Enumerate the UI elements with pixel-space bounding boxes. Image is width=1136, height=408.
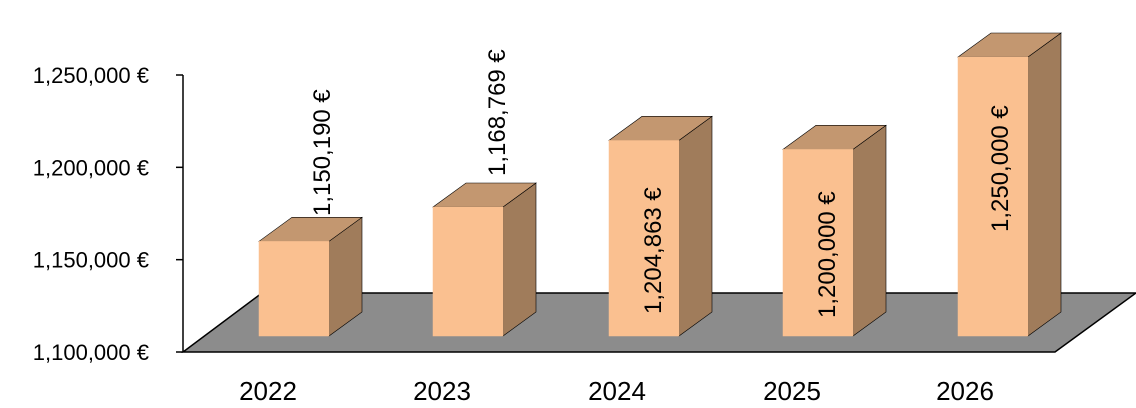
bar-side bbox=[852, 124, 887, 337]
data-label: 1,150,190 € bbox=[309, 89, 336, 216]
bar-2026 bbox=[957, 32, 1062, 337]
x-category-label: 2023 bbox=[413, 376, 471, 406]
bar-2023 bbox=[432, 182, 537, 337]
bar-2024 bbox=[608, 115, 713, 337]
y-tick-label: 1,250,000 € bbox=[33, 63, 149, 88]
bar-front bbox=[608, 140, 680, 337]
y-tick-label: 1,150,000 € bbox=[33, 248, 149, 273]
bar-2025 bbox=[782, 124, 887, 337]
bar-front bbox=[782, 149, 854, 337]
bar-front bbox=[432, 206, 504, 337]
bar-side bbox=[1027, 32, 1062, 337]
bar-2022 bbox=[258, 216, 363, 337]
x-category-label: 2022 bbox=[239, 376, 297, 406]
y-tick-label: 1,200,000 € bbox=[33, 155, 149, 180]
data-label: 1,200,000 € bbox=[814, 191, 841, 318]
bar-side bbox=[502, 182, 537, 337]
bars-group: 1,150,190 € 1,168,769 € 1,204,863 € 1,200,0… bbox=[258, 32, 1062, 337]
data-label: 1,250,000 € bbox=[987, 105, 1014, 232]
y-tick-label: 1,100,000 € bbox=[33, 340, 149, 365]
y-axis-ticks: 1,100,000 € 1,150,000 € 1,200,000 € 1,250,0… bbox=[33, 63, 183, 365]
bar-front bbox=[258, 241, 330, 337]
bar-front bbox=[957, 56, 1029, 337]
x-category-label: 2026 bbox=[936, 376, 994, 406]
data-label: 1,168,769 € bbox=[484, 49, 511, 176]
x-axis-labels: 2022 2023 2024 2025 2026 bbox=[239, 376, 994, 406]
x-category-label: 2024 bbox=[588, 376, 646, 406]
bar-side bbox=[678, 115, 713, 337]
data-label: 1,204,863 € bbox=[640, 187, 667, 314]
x-category-label: 2025 bbox=[763, 376, 821, 406]
